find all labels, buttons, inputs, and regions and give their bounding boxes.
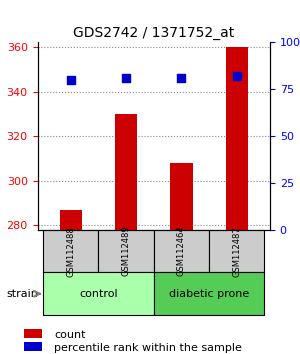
Point [234,73,239,79]
Text: GSM112488: GSM112488 [66,226,75,276]
FancyBboxPatch shape [98,230,154,273]
Point [179,75,184,81]
Text: diabetic prone: diabetic prone [169,289,249,299]
Text: control: control [79,289,118,299]
Text: percentile rank within the sample: percentile rank within the sample [54,343,242,353]
Text: strain: strain [7,289,39,299]
Text: GSM112487: GSM112487 [232,226,241,276]
FancyBboxPatch shape [154,273,265,315]
Bar [226,47,248,230]
Text: GSM112464: GSM112464 [177,226,186,276]
Text: GSM112489: GSM112489 [122,226,130,276]
FancyBboxPatch shape [209,230,265,273]
Bar [115,114,137,230]
Point [68,77,73,83]
FancyBboxPatch shape [43,273,154,315]
FancyBboxPatch shape [43,230,98,273]
FancyBboxPatch shape [154,230,209,273]
Bar [170,163,193,230]
Text: count: count [54,330,86,339]
Bar [60,210,82,230]
Title: GDS2742 / 1371752_at: GDS2742 / 1371752_at [73,26,234,40]
Point [124,75,128,81]
